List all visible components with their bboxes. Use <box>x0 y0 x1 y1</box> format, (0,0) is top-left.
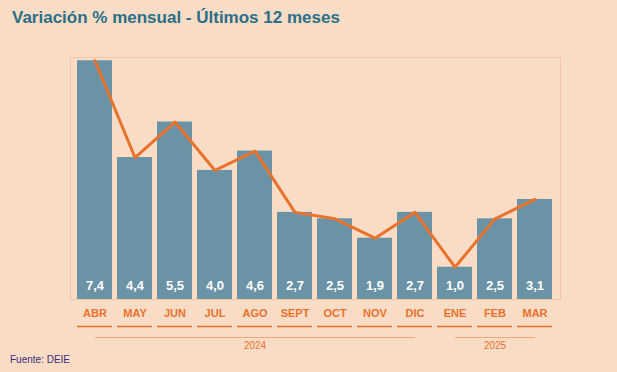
svg-text:3,1: 3,1 <box>526 278 544 293</box>
svg-text:FEB: FEB <box>484 307 506 319</box>
svg-text:JUN: JUN <box>164 307 186 319</box>
svg-text:2,5: 2,5 <box>326 278 344 293</box>
svg-text:4,4: 4,4 <box>126 278 145 293</box>
svg-text:2,7: 2,7 <box>406 278 424 293</box>
svg-text:AGO: AGO <box>242 307 268 319</box>
svg-text:ABR: ABR <box>83 307 107 319</box>
svg-text:1,9: 1,9 <box>366 278 384 293</box>
svg-text:2024: 2024 <box>244 340 267 351</box>
svg-text:1,0: 1,0 <box>446 278 464 293</box>
svg-text:2,5: 2,5 <box>486 278 504 293</box>
svg-text:JUL: JUL <box>205 307 226 319</box>
svg-text:MAY: MAY <box>123 307 147 319</box>
svg-text:5,5: 5,5 <box>166 278 184 293</box>
html-text:Variación % mensual - Últimos: Variación % mensual - Últimos 12 meses <box>12 8 340 27</box>
svg-text:SEPT: SEPT <box>281 307 310 319</box>
html-text:Fuente: DEIE: Fuente: DEIE <box>10 354 70 365</box>
svg-text:2,7: 2,7 <box>286 278 304 293</box>
svg-text:OCT: OCT <box>323 307 347 319</box>
svg-text:4,0: 4,0 <box>206 278 224 293</box>
svg-text:7,4: 7,4 <box>86 278 105 293</box>
svg-text:ENE: ENE <box>444 307 467 319</box>
svg-text:NOV: NOV <box>363 307 388 319</box>
svg-text:DIC: DIC <box>406 307 425 319</box>
svg-text:4,6: 4,6 <box>246 278 264 293</box>
svg-text:2025: 2025 <box>484 340 507 351</box>
svg-text:MAR: MAR <box>522 307 547 319</box>
